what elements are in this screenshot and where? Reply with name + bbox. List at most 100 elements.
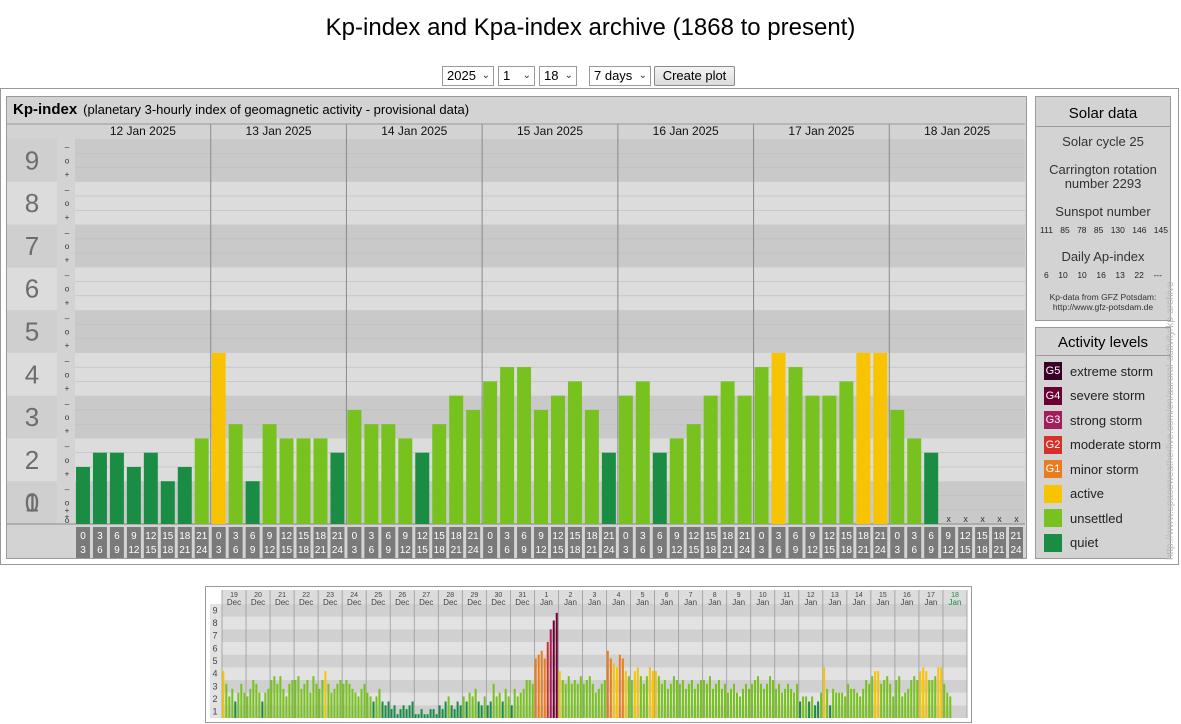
interval-cell <box>652 527 667 558</box>
overview-bar <box>907 688 910 718</box>
y-subtick: – <box>65 442 70 451</box>
interval-end: 3 <box>623 545 629 556</box>
kp-bar <box>313 438 328 524</box>
ap-value: 13 <box>1115 270 1125 280</box>
month-select[interactable]: 1 ⌄ <box>498 66 535 86</box>
legend-swatch: G5 <box>1044 362 1062 380</box>
day-label: 13 Jan 2025 <box>246 124 312 138</box>
overview-bar <box>883 680 886 718</box>
y-axis-band <box>7 181 57 225</box>
overview-bar <box>282 688 285 718</box>
interval-cell <box>109 527 124 558</box>
overview-bar <box>654 671 657 718</box>
interval-end: 15 <box>281 545 293 556</box>
overview-bar <box>648 667 651 718</box>
overview-bar <box>528 680 531 718</box>
overview-bar <box>573 680 576 718</box>
overview-bar <box>943 683 946 718</box>
interval-start: 9 <box>674 531 680 542</box>
plot-frame <box>0 88 1179 565</box>
kp-band <box>75 224 1025 268</box>
overview-day-month: Jan <box>756 598 769 607</box>
overview-bar <box>811 696 814 718</box>
interval-start: 0 <box>894 531 900 542</box>
overview-date-header <box>222 590 967 604</box>
interval-start: 21 <box>196 531 208 542</box>
overview-y-tick: 5 <box>212 656 217 666</box>
overview-bar <box>246 696 249 718</box>
overview-bar <box>847 683 850 718</box>
overview-bar <box>856 692 859 718</box>
interval-start: 15 <box>162 531 174 542</box>
interval-cell <box>76 527 90 558</box>
legend-item: G3 strong storm <box>1044 410 1142 430</box>
overview-bar <box>916 680 919 718</box>
overview-bar <box>754 680 757 718</box>
overview-day-number: 9 <box>737 592 741 599</box>
sunspot-value: 111 <box>1040 225 1053 235</box>
overview-bar <box>946 692 949 718</box>
interval-cell <box>211 527 226 558</box>
y-subtick: – <box>65 271 70 280</box>
overview-bar <box>708 676 711 718</box>
overview-bar <box>684 688 687 718</box>
interval-end: 21 <box>451 545 463 556</box>
overview-bar <box>405 709 408 718</box>
overview-bar <box>820 692 823 718</box>
legend-item: active <box>1044 484 1104 504</box>
divider <box>1036 126 1170 127</box>
overview-bar <box>561 680 564 718</box>
interval-start: 9 <box>810 531 816 542</box>
overview-bar <box>844 696 847 718</box>
kp-bar <box>330 452 345 524</box>
kp-bar <box>109 452 124 524</box>
overview-day-number: 21 <box>278 592 286 599</box>
overview-bar <box>606 650 609 718</box>
interval-cell <box>483 527 498 558</box>
interval-end: 9 <box>386 545 392 556</box>
kp-bar <box>228 424 243 524</box>
overview-band <box>222 680 967 693</box>
day-select[interactable]: 18 ⌄ <box>539 66 577 86</box>
overview-bar <box>871 676 874 718</box>
sunspot-value: 85 <box>1060 225 1070 235</box>
interval-cell <box>703 527 718 558</box>
y-subtick: – <box>65 357 70 366</box>
interval-end: 12 <box>807 545 819 556</box>
overview-bar <box>699 680 702 718</box>
year-select[interactable]: 2025 ⌄ <box>442 66 494 86</box>
overview-bar <box>609 658 612 718</box>
y-tick-label: 2 <box>25 445 39 475</box>
overview-bar <box>567 676 570 718</box>
overview-bar <box>576 683 579 718</box>
y-subtick: – <box>65 185 70 194</box>
interval-start: 0 <box>80 531 86 542</box>
overview-bar <box>459 705 462 718</box>
interval-end: 18 <box>977 545 989 556</box>
interval-cell <box>975 527 990 558</box>
overview-bar <box>808 701 811 718</box>
kp-bar <box>703 395 718 524</box>
interval-start: 3 <box>776 531 782 542</box>
kp-bar <box>907 438 922 524</box>
y-tick-label: 3 <box>25 402 39 432</box>
overview-bar <box>940 667 943 718</box>
overview-bar <box>483 696 486 718</box>
interval-cell <box>788 527 803 558</box>
kp-bar <box>211 352 226 524</box>
day-label: 17 Jan 2025 <box>788 124 854 138</box>
kp-bar <box>839 381 854 524</box>
create-plot-button[interactable]: Create plot <box>654 66 735 86</box>
overview-bar <box>327 683 330 718</box>
y-subtick: + <box>65 427 70 436</box>
ap-values: 6 10 10 16 13 22 --- <box>1044 270 1162 280</box>
range-select[interactable]: 7 days ⌄ <box>589 66 651 86</box>
kp-bar <box>449 395 464 524</box>
legend-label: strong storm <box>1070 412 1143 428</box>
sunspot-value: 78 <box>1077 225 1087 235</box>
overview-bar <box>669 683 672 718</box>
overview-day-month: Dec <box>251 598 265 607</box>
interval-cell <box>364 527 379 558</box>
interval-start: 3 <box>97 531 103 542</box>
interval-end: 15 <box>145 545 157 556</box>
